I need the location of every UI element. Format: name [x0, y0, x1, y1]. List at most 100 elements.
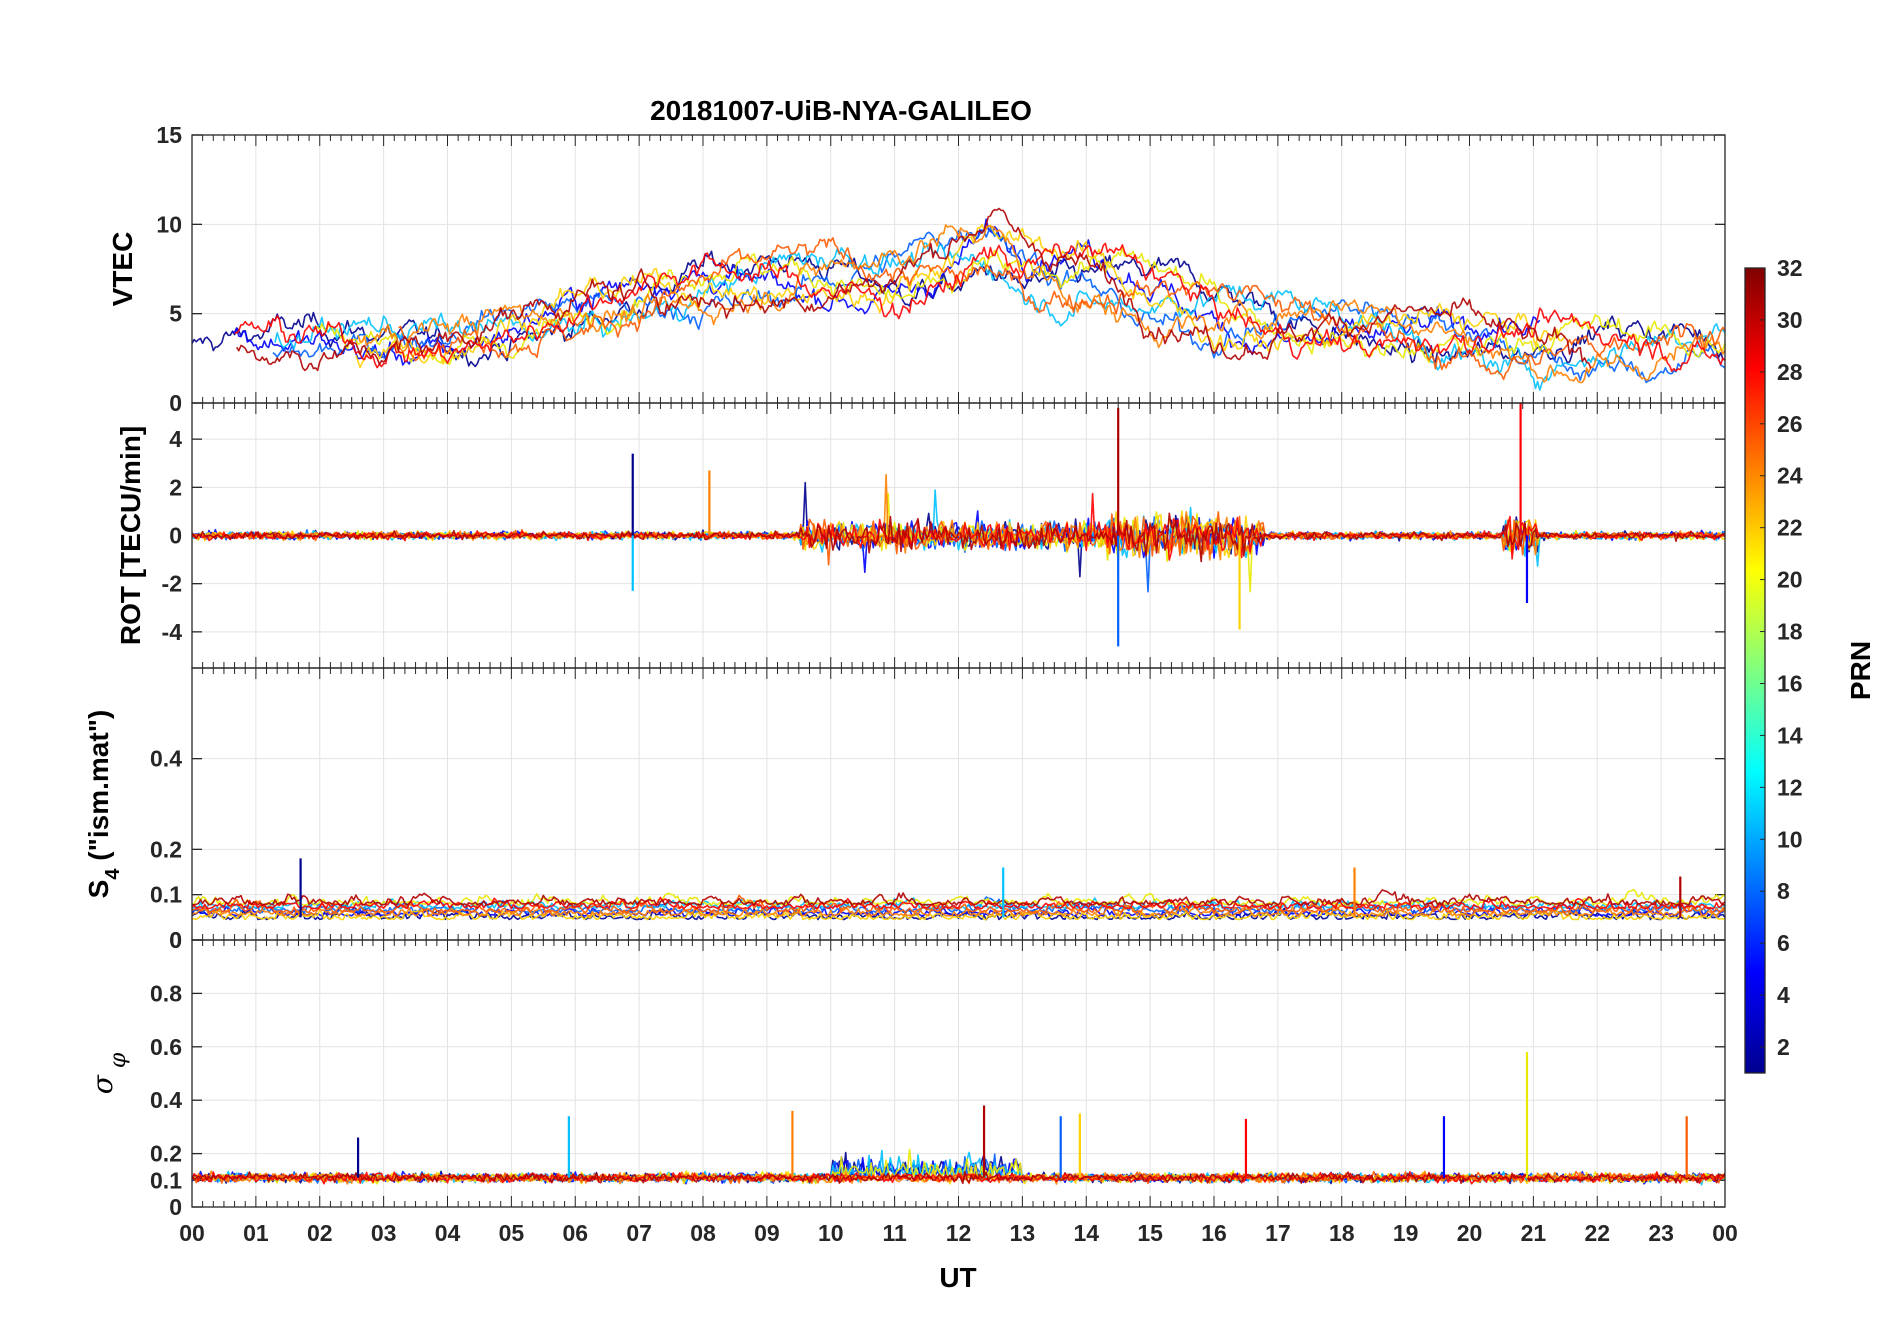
s4-y-tick-label: 0.4: [150, 746, 182, 772]
s4-y-tick-label: 0.1: [150, 882, 182, 908]
vtec-series: [191, 207, 1726, 391]
sigma_phi-y-tick-label: 0.4: [150, 1087, 182, 1113]
x-tick-label: 20: [1457, 1220, 1483, 1246]
panel-s4: 000.10.20.4S4 ("ism.mat"): [83, 667, 1726, 953]
x-tick-label: 11: [882, 1220, 907, 1246]
rot-y-tick-label: 4: [169, 426, 182, 452]
x-tick-label: 10: [818, 1220, 844, 1246]
colorbar-tick-label: 12: [1777, 774, 1803, 800]
colorbar-tick-label: 2: [1777, 1034, 1790, 1060]
vtec-series-line: [398, 237, 1726, 381]
x-tick-label: 02: [307, 1220, 333, 1246]
x-tick-label: 19: [1393, 1220, 1419, 1246]
colorbar-tick-label: 8: [1777, 878, 1790, 904]
panel-sigma_phi: 00.10.2 0.4 0.6 0.8 σ φ 00 01 02 03 04 05 06 07 08 09 1…: [86, 939, 1738, 1246]
x-tick-label: 17: [1265, 1220, 1291, 1246]
sigma-glyph: σ: [86, 1074, 119, 1094]
sigma_phi-y-tick-label: 0.6: [150, 1034, 182, 1060]
vtec-y-tick-label: 10: [156, 211, 182, 237]
rot-y-tick-label: 2: [169, 474, 182, 500]
x-tick-label: 21: [1521, 1220, 1547, 1246]
vtec-y-tick-label: 5: [169, 301, 182, 327]
sigma_phi-y-tick-label: 0.8: [150, 980, 182, 1006]
panel-rot: -4 -2 0 2 4 ROT [TECU/min]: [115, 402, 1726, 669]
sigma_phi-series-line: [191, 1171, 1726, 1185]
s4-label-rest: ("ism.mat"): [83, 710, 114, 869]
s4-series-line: [191, 901, 1726, 921]
rot-y-tick-label: 0: [169, 523, 182, 549]
x-tick-label: 22: [1584, 1220, 1610, 1246]
s4-y-tick-label: 0: [169, 927, 182, 953]
vtec-series-line: [272, 227, 1726, 384]
x-tick-label: 00: [179, 1220, 205, 1246]
colorbar-tick-label: 6: [1777, 930, 1790, 956]
colorbar-tick-label: 26: [1777, 411, 1803, 437]
colorbar-tick-label: 10: [1777, 826, 1803, 852]
vtec-series-line: [357, 224, 1726, 384]
colorbar-label: PRN: [1845, 641, 1876, 700]
vtec-y-tick-label: 15: [156, 122, 182, 148]
chart-title: 20181007-UiB-NYA-GALILEO: [650, 95, 1032, 126]
vtec-series-line: [274, 242, 1726, 391]
rot-series: [191, 403, 1726, 647]
sigma_phi-y-tick-label: 0: [169, 1194, 182, 1220]
colorbar-tick-label: 4: [1777, 982, 1790, 1008]
colorbar-tick-label: 28: [1777, 359, 1803, 385]
colorbar-tick-label: 22: [1777, 515, 1803, 541]
rot-axis-label: ROT [TECU/min]: [115, 426, 146, 645]
colorbar-tick-label: 30: [1777, 307, 1803, 333]
colorbar-tick-label: 32: [1777, 255, 1803, 281]
x-tick-label: 00: [1712, 1220, 1738, 1246]
s4-series-line: [191, 894, 1726, 914]
colorbar-tick-label: 18: [1777, 619, 1803, 645]
panel-vtec: 0 5 10 15 VTEC: [107, 122, 1726, 416]
rot-y-tick-label: -2: [162, 571, 182, 597]
x-tick-label: 05: [499, 1220, 525, 1246]
vtec-series-line: [355, 223, 1566, 369]
rot-y-tick-label: -4: [162, 619, 183, 645]
vtec-series-line: [234, 242, 1726, 372]
sigma_phi-y-tick-label: 0.2: [150, 1141, 182, 1167]
s4-series-line: [191, 889, 1726, 906]
colorbar-tick-label: 24: [1777, 463, 1803, 489]
vtec-y-tick-label: 0: [169, 390, 182, 416]
x-tick-label: 16: [1201, 1220, 1227, 1246]
x-tick-label: 23: [1648, 1220, 1674, 1246]
colorbar-bar: [1744, 267, 1766, 1074]
x-tick-label: 06: [562, 1220, 588, 1246]
vtec-axis-label: VTEC: [107, 232, 138, 307]
x-tick-label: 07: [626, 1220, 652, 1246]
x-tick-label: 01: [243, 1220, 269, 1246]
x-tick-label: 03: [371, 1220, 397, 1246]
x-tick-label: 15: [1137, 1220, 1163, 1246]
sigma_phi-series-line: [191, 1171, 1726, 1185]
s4-y-tick-label: 0.2: [150, 836, 182, 862]
colorbar-tick-label: 14: [1777, 722, 1803, 748]
x-tick-label: 18: [1329, 1220, 1355, 1246]
sigma-phi-axis-label: σ φ: [86, 1052, 131, 1094]
x-axis-label: UT: [939, 1262, 976, 1293]
colorbar-tick-label: 16: [1777, 670, 1803, 696]
s4-y-tick-label: 0: [169, 927, 182, 953]
vtec-series-line: [315, 247, 1726, 365]
s4-series-line: [191, 907, 1726, 921]
s4-label-sub: 4: [102, 868, 124, 880]
phi-glyph: φ: [106, 1052, 131, 1075]
vtec-series-line: [236, 207, 1592, 372]
sigma_phi-series: [191, 1052, 1726, 1186]
x-tick-label: 04: [435, 1220, 461, 1246]
s4-series-line: [191, 896, 1726, 910]
x-tick-label: 09: [754, 1220, 780, 1246]
colorbar-tick-label: 20: [1777, 567, 1803, 593]
rot-series-line: [191, 512, 1726, 563]
x-tick-label: 13: [1010, 1220, 1036, 1246]
s4-label-s: S: [83, 880, 114, 899]
x-tick-label: 14: [1073, 1220, 1099, 1246]
sigma_phi-y-tick-label: 0.1: [150, 1167, 182, 1193]
s4-series: [191, 858, 1726, 921]
s4-axis-label: S4 ("ism.mat"): [83, 710, 124, 899]
x-tick-label: 08: [690, 1220, 716, 1246]
